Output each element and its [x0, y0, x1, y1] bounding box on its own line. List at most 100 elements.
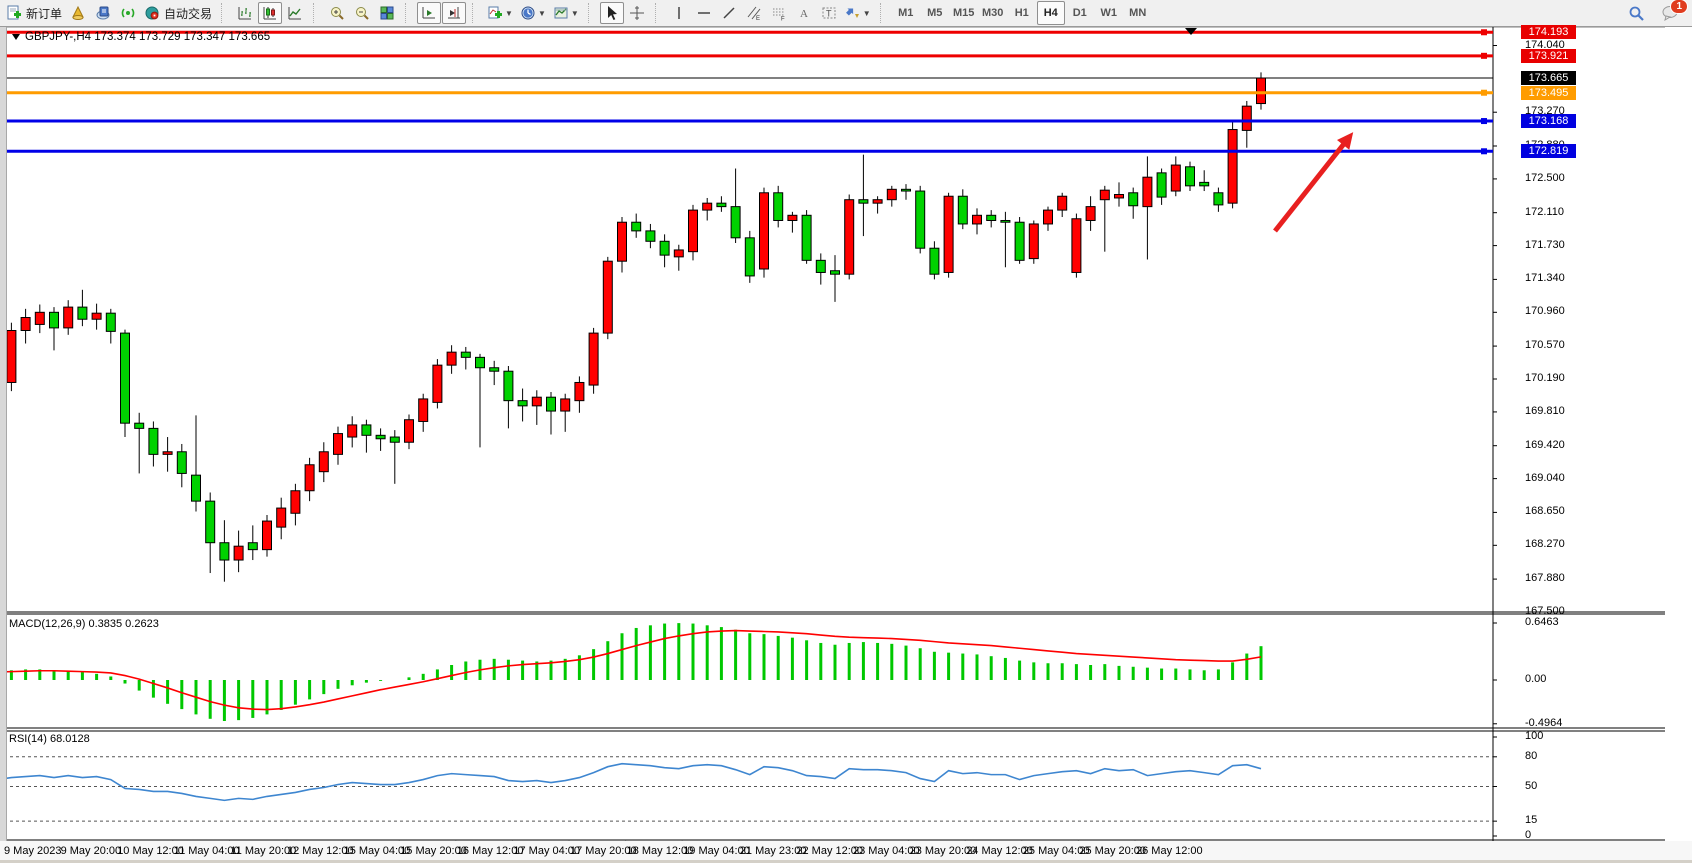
auto-scroll-button[interactable]	[417, 2, 442, 24]
tab-timeframe-M30[interactable]: M30	[982, 7, 1004, 19]
candle-body	[432, 364, 443, 403]
chevron-down-icon: ▼	[505, 8, 513, 18]
arrows-button[interactable]: ▼	[842, 2, 874, 24]
line-anchor-marker[interactable]	[1481, 118, 1487, 125]
profiles-button[interactable]	[66, 2, 90, 24]
time-axis-label: 18 May 12:00	[626, 845, 694, 857]
candle-body	[901, 188, 911, 192]
line-chart-button[interactable]	[283, 2, 307, 24]
candle-body	[219, 542, 230, 561]
bar-chart-button[interactable]	[233, 2, 257, 24]
candle-body	[148, 427, 159, 455]
text-button[interactable]: A	[792, 2, 816, 24]
tile-windows-icon	[380, 6, 394, 20]
time-axis-label: 23 May 20:00	[909, 845, 977, 857]
metaeditor-button[interactable]	[91, 2, 115, 24]
candle-body	[744, 237, 755, 277]
candle-body	[1114, 194, 1124, 199]
notifications-button[interactable]: 1	[1658, 0, 1688, 24]
tab-timeframe-M5[interactable]: M5	[927, 7, 943, 19]
zoom-in-button[interactable]	[325, 2, 349, 24]
chart-shift-marker[interactable]	[1185, 28, 1197, 35]
candle-body	[304, 464, 315, 492]
fibonacci-icon: F	[772, 8, 785, 21]
svg-text:T: T	[826, 9, 832, 19]
tab-timeframe-W1[interactable]: W1	[1100, 7, 1117, 19]
tab-timeframe-H1[interactable]: H1	[1014, 7, 1029, 19]
candle-body	[290, 490, 301, 514]
text-label-button[interactable]: T	[817, 2, 841, 24]
vertical-line-button[interactable]	[667, 2, 691, 24]
arrow-head	[1337, 132, 1354, 150]
candle-body	[489, 367, 500, 372]
templates-button[interactable]: ▼	[550, 2, 582, 24]
rsi-axis-tick: 50	[1525, 779, 1538, 792]
candle-body	[1043, 209, 1053, 225]
time-axis-label: 9 May 2023	[4, 845, 62, 857]
tab-timeframe-M15[interactable]: M15	[953, 7, 975, 19]
line-anchor-marker[interactable]	[1481, 148, 1487, 155]
candle-body	[1028, 223, 1039, 260]
price-line-badge: 172.819	[1521, 144, 1576, 159]
line-anchor-marker[interactable]	[1481, 89, 1487, 96]
trend-arrow-annotation[interactable]	[1273, 138, 1349, 233]
price-axis-tick: 170.190	[1525, 372, 1565, 384]
price-axis-tick: 172.500	[1525, 171, 1565, 184]
candle-body	[617, 221, 627, 262]
trendline-button[interactable]	[717, 2, 741, 24]
tab-timeframe-D1[interactable]: D1	[1072, 7, 1087, 19]
crosshair-button[interactable]	[625, 2, 649, 24]
chevron-down-icon: ▼	[537, 8, 546, 18]
time-axis-strip[interactable]	[0, 841, 1692, 863]
candle-body	[1185, 166, 1195, 187]
signals-button[interactable]	[116, 2, 140, 24]
candle-body	[120, 332, 130, 424]
tab-timeframe-MN[interactable]: MN	[1129, 7, 1147, 19]
timeframe-group: M1 M5 M15 M30 H1 H4 D1 W1 MN	[889, 1, 1155, 25]
symbol-ohlc-label: GBPJPY-,H4 173.374 173.729 173.347 173.6…	[12, 31, 270, 43]
candle-body	[574, 381, 585, 402]
cursor-button[interactable]	[599, 2, 624, 24]
chevron-down-icon: ▼	[570, 8, 579, 18]
price-axis-tick: 171.340	[1525, 272, 1565, 285]
price-line-badge: 174.193	[1521, 25, 1576, 40]
signals-icon	[121, 8, 135, 18]
rsi-axis-tick: 0	[1525, 829, 1532, 841]
add-indicator-button[interactable]: ▼	[484, 2, 516, 24]
candlestick-chart-icon	[263, 7, 277, 20]
search-button[interactable]	[1624, 2, 1648, 24]
toolbar-separator	[654, 3, 661, 23]
svg-text:A: A	[800, 8, 808, 20]
candle-body	[1227, 129, 1238, 204]
candle-body	[915, 190, 926, 249]
metaeditor-icon	[96, 6, 110, 20]
line-anchor-marker[interactable]	[1481, 52, 1487, 59]
zoom-out-button[interactable]	[350, 2, 374, 24]
channel-button[interactable]: E	[742, 2, 766, 24]
horizontal-line-button[interactable]	[692, 2, 716, 24]
candle-body	[1057, 195, 1068, 211]
autotrading-button[interactable]: 自动交易	[141, 2, 215, 24]
tile-windows-button[interactable]	[375, 2, 399, 24]
chart-canvas[interactable]	[0, 27, 1692, 863]
toolbar-separator	[587, 3, 594, 23]
fibonacci-button[interactable]: F	[767, 2, 791, 24]
window-left-border	[0, 27, 7, 863]
time-axis-label: 12 May 12:00	[287, 845, 354, 857]
chart-shift-button[interactable]	[442, 2, 467, 24]
new-order-button[interactable]: 新订单	[3, 2, 65, 24]
tab-timeframe-M1[interactable]: M1	[898, 7, 914, 19]
candle-body	[1199, 181, 1210, 187]
candle-body	[1128, 192, 1139, 207]
tab-timeframe-H4[interactable]: H4	[1036, 1, 1065, 25]
chart-window[interactable]: GBPJPY-,H4 173.374 173.729 173.347 173.6…	[0, 25, 1692, 863]
candle-body	[134, 422, 145, 429]
time-axis-label: 23 May 04:00	[853, 845, 920, 857]
periods-button[interactable]: ▼	[517, 2, 549, 24]
line-anchor-marker[interactable]	[1481, 29, 1487, 36]
price-axis-tick: 168.270	[1525, 538, 1565, 551]
candle-body	[446, 351, 457, 366]
channel-icon: E	[747, 6, 761, 21]
candlestick-chart-button[interactable]	[258, 2, 283, 24]
new-order-label: 新订单	[26, 6, 63, 21]
